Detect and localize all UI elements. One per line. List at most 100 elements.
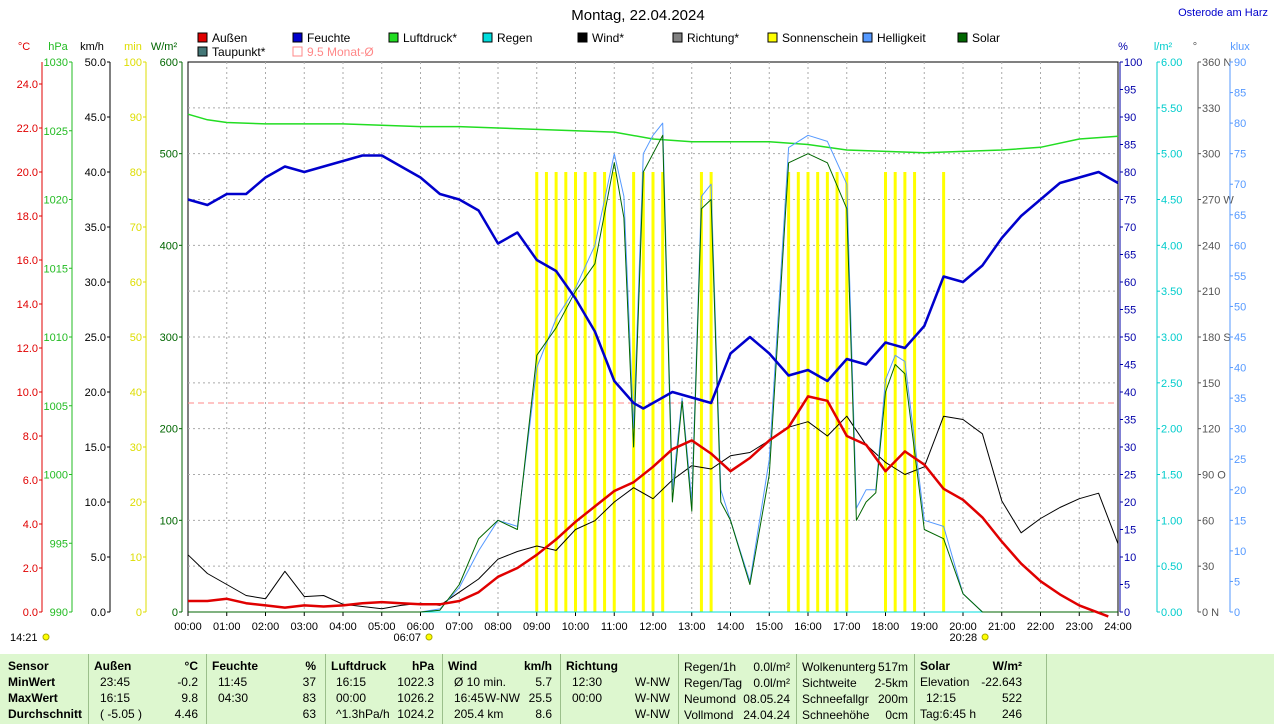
right-axis-unit: % <box>1118 41 1128 53</box>
right-axis-unit: ° <box>1193 41 1197 53</box>
info-value: 08.05.24 <box>743 692 790 706</box>
right-axis-tick-label: 6.00 <box>1161 57 1182 69</box>
right-axis-tick-label: 35 <box>1234 393 1246 405</box>
legend-swatch <box>577 32 588 43</box>
table-cell: 522 <box>1001 691 1022 705</box>
right-axis-tick-label: 1.00 <box>1161 515 1182 527</box>
info-label: Regen/Tag <box>684 676 743 690</box>
right-axis-unit: klux <box>1230 41 1250 53</box>
column-separator <box>1046 654 1047 724</box>
table-cell: 8.6 <box>535 707 552 721</box>
right-axis-tick-label: 3.00 <box>1161 332 1182 344</box>
right-axis-tick-label: 40 <box>1234 363 1246 375</box>
x-tick-label: 20:00 <box>949 621 977 633</box>
right-axis-tick-label: 210 <box>1202 286 1220 298</box>
chart-plot <box>187 113 1119 618</box>
sunshine-bar <box>699 172 703 612</box>
right-axis-tick-label: 60 <box>1124 277 1136 289</box>
legend-label: Richtung* <box>687 31 739 45</box>
table-row-label: MinWert <box>8 675 56 689</box>
x-tick-label: 09:00 <box>523 621 551 633</box>
left-axis-tick-label: 100 <box>160 515 178 527</box>
right-axis-tick-label: 50 <box>1124 332 1136 344</box>
legend-swatch <box>672 32 683 43</box>
right-axis-tick-label: 60 <box>1202 515 1214 527</box>
sunshine-bar <box>787 172 791 612</box>
right-axis-unit: l/m² <box>1154 41 1173 53</box>
table-header-unit: % <box>305 659 316 673</box>
table-cell: ^1.3hPa/h <box>336 707 390 721</box>
x-tick-label: 12:00 <box>639 621 667 633</box>
left-axis-tick-label: 50.0 <box>85 57 106 69</box>
series-solar <box>188 134 1118 613</box>
sunshine-bar <box>593 172 597 612</box>
info-label: Wolkenunterg <box>802 660 876 674</box>
info-label: Regen/1h <box>684 660 737 674</box>
info-value: 2-5km <box>874 676 908 690</box>
table-cell: W-NW <box>634 691 670 705</box>
sunshine-bar <box>806 172 810 612</box>
series-auen <box>188 395 1109 618</box>
left-axis-tick-label: 400 <box>160 240 178 252</box>
left-axis-tick-label: 20.0 <box>85 387 106 399</box>
left-axis-tick-label: 10 <box>130 552 142 564</box>
info-label: Schneefallgr <box>802 692 869 706</box>
right-axis-tick-label: 0.00 <box>1161 607 1182 619</box>
table-cell: 16:15 <box>100 691 131 705</box>
now-icon <box>42 633 50 641</box>
legend-swatch <box>388 32 399 43</box>
right-axis-tick-label: 0 N <box>1202 607 1219 619</box>
right-axis-tick-label: 5.00 <box>1161 149 1182 161</box>
right-axis-tick-label: 4.50 <box>1161 195 1182 207</box>
right-axis-tick-label: 75 <box>1124 195 1136 207</box>
solar-unit: W/m² <box>992 659 1022 673</box>
info-value: 200m <box>877 692 908 706</box>
info-label: Sichtweite <box>802 676 857 690</box>
right-axis-tick-label: 240 <box>1202 240 1220 252</box>
x-tick-label: 04:00 <box>329 621 357 633</box>
left-axis-tick-label: 1000 <box>44 470 68 482</box>
left-axis-tick-label: 22.0 <box>17 123 38 135</box>
sunrise-label: 06:07 <box>393 632 421 644</box>
x-tick-label: 11:00 <box>601 621 628 633</box>
location-label: Osterode am Harz <box>1178 7 1268 19</box>
x-tick-label: 24:00 <box>1104 621 1132 633</box>
right-axis-tick-label: 2.00 <box>1161 424 1182 436</box>
legend-label: Regen <box>497 31 532 45</box>
right-axis-tick-label: 80 <box>1124 167 1136 179</box>
table-cell: W-NW <box>634 707 670 721</box>
table-cell: 1024.2 <box>397 707 434 721</box>
left-axis-tick-label: 300 <box>160 332 178 344</box>
right-axis-tick-label: 70 <box>1234 179 1246 191</box>
x-tick-label: 21:00 <box>988 621 1016 633</box>
left-axis-tick-label: 14.0 <box>17 299 38 311</box>
left-axis-tick-label: 16.0 <box>17 255 38 267</box>
sunshine-bar <box>816 172 820 612</box>
sunrise-icon <box>425 633 433 641</box>
sunshine-bar <box>583 172 587 612</box>
table-cell: 246 <box>1001 707 1022 721</box>
left-axis-tick-label: 1015 <box>44 263 68 275</box>
left-axis-tick-label: 45.0 <box>85 112 106 124</box>
table-cell: 25.5 <box>528 691 552 705</box>
right-axis-tick-label: 20 <box>1234 485 1246 497</box>
legend-swatch <box>767 32 778 43</box>
table-cell: 11:45 <box>218 675 248 689</box>
series-feuchte <box>187 154 1119 410</box>
legend-swatch <box>197 46 208 57</box>
legend-swatch <box>482 32 493 43</box>
left-axis-unit: hPa <box>48 41 68 53</box>
left-axis-tick-label: 30 <box>130 442 142 454</box>
right-axis-tick-label: 30 <box>1234 424 1246 436</box>
left-axis-tick-label: 0 <box>172 607 178 619</box>
legend-label: Solar <box>972 31 1000 45</box>
table-cell: 04:30 <box>218 691 249 705</box>
left-axis-tick-label: 990 <box>50 607 68 619</box>
column-separator <box>914 654 915 724</box>
left-axis-unit: min <box>124 41 142 53</box>
table-header-unit: hPa <box>411 659 434 673</box>
right-axis-tick-label: 10 <box>1234 546 1246 558</box>
sunshine-bar <box>574 172 577 612</box>
right-axis-tick-label: 0.50 <box>1161 561 1182 573</box>
x-tick-label: 01:00 <box>213 621 241 633</box>
